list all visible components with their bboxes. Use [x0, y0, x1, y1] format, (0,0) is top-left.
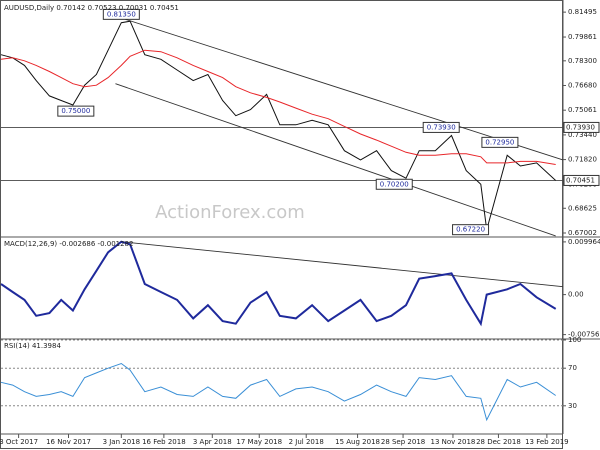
level-label: 0.70451 [566, 176, 595, 184]
annotation-label: 0.67220 [456, 226, 485, 234]
trendline [121, 241, 564, 288]
x-tick-label: 3 Apr 2018 [193, 438, 232, 446]
x-tick-label: 28 Sep 2018 [381, 438, 425, 446]
x-tick-label: 3 Jan 2018 [103, 438, 141, 446]
y-tick-label: 0.78300 [568, 57, 597, 65]
y-tick-label: 0.68625 [568, 204, 597, 212]
annotation-label: 0.73930 [427, 123, 456, 131]
y-tick-label: 0.79861 [568, 33, 597, 41]
level-box [563, 174, 600, 186]
y-tick-label: 0.76680 [568, 82, 597, 90]
y-tick-label: -0.00756 [568, 331, 600, 339]
annotation-label: 0.75000 [61, 107, 90, 115]
y-tick-label: 0.71820 [568, 156, 597, 164]
level-label: 0.73930 [566, 123, 595, 131]
y-tick-label: 30 [568, 402, 577, 410]
series-line [0, 240, 557, 327]
panel-title: AUDUSD,Daily 0.70142 0.70523 0.70031 0.7… [4, 4, 179, 12]
series-line [0, 362, 556, 422]
panel-title: RSI(14) 41.3984 [4, 342, 61, 350]
x-tick-label: 13 Nov 2018 [431, 438, 476, 446]
x-tick-label: 15 Aug 2018 [335, 438, 380, 446]
annotation-label: 0.81350 [107, 10, 136, 18]
annotation-box [102, 8, 140, 20]
x-tick-label: 16 Nov 2017 [46, 438, 91, 446]
annotation-box [57, 105, 95, 117]
x-tick-label: 17 May 2018 [236, 438, 282, 446]
panel-title: MACD(12,26,9) -0.002686 -0.001282 [4, 240, 133, 248]
series-line [0, 49, 556, 165]
annotation-box [422, 121, 460, 133]
x-tick-label: 16 Feb 2018 [142, 438, 186, 446]
x-tick-label: 28 Dec 2018 [476, 438, 521, 446]
x-tick-label: 13 Feb 2019 [525, 438, 569, 446]
annotation-box [481, 136, 519, 148]
annotation-box [452, 224, 490, 236]
y-tick-label: 0.67002 [568, 229, 597, 237]
y-tick-label: 70 [568, 364, 577, 372]
watermark: ActionForex.com [155, 202, 305, 223]
trendline [115, 83, 556, 237]
y-tick-label: 0.009964 [568, 238, 600, 246]
y-tick-label: 100 [568, 336, 581, 344]
trendline [121, 17, 564, 161]
annotation-label: 0.70200 [380, 180, 409, 188]
y-tick-label: 0.75061 [568, 106, 597, 114]
x-tick-label: 3 Oct 2017 [0, 438, 38, 446]
series-line [0, 20, 557, 230]
x-tick-label: 2 Jul 2018 [289, 438, 324, 446]
annotation-box [375, 178, 413, 190]
y-tick-label: 0.73440 [568, 131, 597, 139]
annotation-label: 0.72950 [485, 138, 514, 146]
y-tick-label: 0.81495 [568, 8, 597, 16]
y-tick-label: 0.00 [568, 291, 584, 299]
level-box [563, 121, 600, 133]
